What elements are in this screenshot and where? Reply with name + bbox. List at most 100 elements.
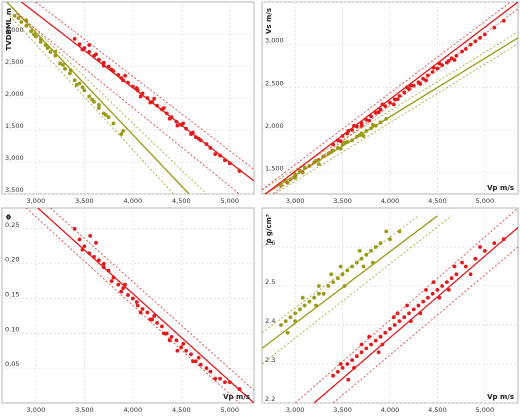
data-point [167, 338, 172, 343]
data-point [444, 280, 449, 284]
marks-layer [262, 208, 518, 403]
data-point [48, 50, 53, 54]
chart-panel-bottom-left: 3,000 3,500 4,000 4,500 5,000 0.05 0.10 0.15 0.2… [1, 207, 255, 414]
y-tick-label: 0.25 [5, 221, 19, 229]
data-point [446, 288, 451, 292]
data-point [67, 71, 72, 76]
trend-line [263, 37, 518, 194]
data-point [421, 299, 426, 304]
data-point [407, 311, 411, 316]
data-point [424, 78, 428, 83]
data-point [369, 114, 373, 119]
data-point [312, 295, 317, 300]
trend-line [262, 215, 438, 349]
data-point [397, 93, 402, 98]
y-tick-label: 2,500 [265, 79, 284, 87]
data-point [106, 64, 111, 69]
data-point [331, 280, 336, 284]
data-point [367, 334, 372, 339]
data-point [460, 260, 464, 265]
data-point [473, 39, 478, 44]
data-point [397, 319, 402, 323]
chart-panel-bottom-right: 3,000 3,500 4,000 4,500 5,000 2.2 2.3 2.4 2.5 2.6… [261, 207, 519, 414]
data-point [148, 317, 153, 322]
data-point [140, 307, 145, 311]
data-point [82, 244, 87, 249]
data-point [361, 134, 366, 138]
data-point [454, 272, 459, 277]
data-point [109, 279, 114, 284]
data-point [61, 63, 65, 67]
data-point [74, 83, 79, 87]
trend-line [264, 2, 518, 194]
data-point [87, 43, 92, 47]
data-point [218, 376, 222, 381]
x-tick-label: 4,500 [172, 406, 191, 414]
y-tick-label: 3,500 [5, 186, 24, 194]
y-tick-label: 0.05 [5, 360, 19, 368]
data-point [388, 237, 392, 242]
data-point [426, 73, 430, 78]
x-tick-label: 5,000 [220, 197, 239, 205]
data-point [376, 110, 381, 114]
data-point [421, 76, 426, 81]
data-point [460, 49, 464, 54]
trend-line [313, 227, 518, 403]
x-tick-label: 4,000 [124, 197, 143, 205]
y-tick-label: 2.3 [265, 356, 275, 364]
data-point [87, 94, 92, 99]
data-point [80, 85, 85, 90]
data-point [179, 345, 184, 350]
data-point [121, 286, 126, 290]
data-point [411, 83, 416, 88]
data-point [130, 296, 135, 301]
data-point [88, 233, 93, 238]
marks-layer [262, 2, 518, 194]
data-point [119, 132, 124, 136]
data-point [326, 284, 331, 288]
y-tick-label: 2,500 [5, 58, 24, 66]
data-point [338, 139, 343, 143]
data-point [72, 36, 77, 41]
trend-line [37, 208, 254, 403]
data-point [463, 264, 468, 269]
data-point [440, 63, 445, 68]
data-point [94, 52, 98, 57]
x-tick-label: 3,000 [27, 197, 46, 205]
data-point [90, 97, 95, 102]
data-point [174, 338, 179, 343]
data-point [121, 129, 126, 133]
data-point [402, 90, 407, 95]
x-tick-label: 3,000 [27, 406, 46, 414]
data-point [316, 291, 321, 296]
data-point [350, 264, 354, 269]
data-point [152, 314, 157, 318]
data-point [161, 106, 166, 110]
data-point [208, 369, 213, 374]
data-point [189, 352, 193, 357]
x-axis-label: Vp m/s [487, 393, 514, 401]
data-point [418, 82, 423, 86]
data-point [383, 104, 388, 109]
x-tick-label: 4,000 [124, 406, 143, 414]
data-point [213, 376, 218, 381]
data-point [338, 362, 343, 366]
data-point [384, 229, 389, 234]
data-point [152, 96, 157, 101]
data-point [359, 350, 364, 355]
y-tick-label: 3,500 [265, 0, 284, 2]
data-point [29, 29, 33, 34]
data-point [196, 355, 201, 360]
data-point [321, 291, 326, 296]
x-axis-label: Vp m/s [487, 184, 514, 192]
data-point [431, 280, 436, 284]
data-point [335, 369, 340, 374]
y-tick-label: 0.10 [5, 325, 19, 333]
data-point [478, 245, 482, 249]
chart-panel-top-left: 3,000 3,500 4,000 4,500 5,0003,0002,5002,000… [1, 1, 255, 205]
data-point [378, 241, 383, 246]
confidence-bound-line [50, 208, 254, 391]
plot-frame [1, 207, 255, 404]
